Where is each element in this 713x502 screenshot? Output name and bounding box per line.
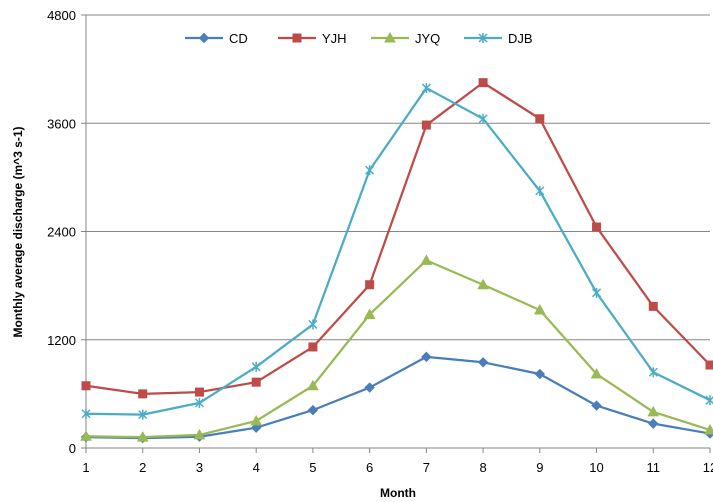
- y-tick-label: 2400: [47, 225, 76, 240]
- data-point-jyq: [307, 379, 319, 391]
- series-djb: [81, 83, 713, 420]
- data-point-djb: [705, 395, 713, 406]
- y-tick-label: 4800: [47, 8, 76, 23]
- data-point-yjh: [592, 222, 602, 232]
- data-point-cd: [534, 368, 546, 380]
- data-point-cd: [421, 351, 432, 363]
- legend-item-jyq: JYQ: [371, 31, 440, 46]
- data-point-djb: [535, 185, 545, 196]
- series-cd: [80, 351, 713, 444]
- legend-label-djb: DJB: [508, 31, 533, 46]
- data-point-yjh: [308, 342, 318, 352]
- data-point-jyq: [647, 405, 660, 417]
- data-point-djb: [194, 397, 204, 408]
- series-yjh: [81, 78, 713, 399]
- data-point-yjh: [138, 389, 148, 399]
- legend-label-yjh: YJH: [322, 31, 347, 46]
- legend-marker-jyq: [384, 31, 396, 43]
- x-axis-title: Month: [380, 486, 416, 500]
- axes: 01200240036004800123456789101112: [47, 8, 713, 475]
- legend-item-djb: DJB: [464, 31, 533, 46]
- data-point-djb: [81, 408, 91, 419]
- data-point-djb: [251, 361, 261, 372]
- data-point-cd: [591, 400, 602, 411]
- data-point-jyq: [80, 430, 92, 441]
- series-line-cd: [85, 355, 711, 440]
- data-point-cd: [364, 382, 375, 393]
- x-tick-label: 11: [647, 460, 661, 475]
- data-point-jyq: [363, 308, 376, 319]
- x-tick-label: 8: [479, 460, 486, 475]
- legend-item-yjh: YJH: [278, 31, 347, 46]
- x-tick-label: 12: [703, 460, 713, 475]
- legend-item-cd: CD: [185, 31, 248, 46]
- legend-marker-yjh: [292, 33, 302, 43]
- data-point-cd: [250, 422, 262, 433]
- x-tick-label: 1: [82, 460, 89, 475]
- x-tick-label: 10: [589, 460, 603, 475]
- legend-marker-cd: [198, 32, 210, 44]
- data-point-cd: [307, 404, 319, 416]
- y-tick-label: 0: [69, 441, 76, 456]
- data-point-jyq: [136, 431, 149, 442]
- data-point-yjh: [81, 381, 91, 391]
- data-point-jyq: [533, 303, 546, 315]
- series-line-jyq: [85, 259, 711, 439]
- data-point-yjh: [421, 120, 431, 130]
- data-point-jyq: [250, 414, 263, 426]
- data-point-djb: [592, 287, 602, 298]
- data-point-yjh: [365, 280, 375, 290]
- data-point-djb: [308, 319, 318, 330]
- data-point-cd: [648, 418, 659, 429]
- data-point-jyq: [193, 428, 206, 440]
- x-tick-label: 6: [366, 460, 373, 475]
- series-line-yjh: [85, 81, 711, 395]
- legend-label-jyq: JYQ: [415, 31, 440, 46]
- series-group: [80, 78, 713, 444]
- data-point-yjh: [478, 78, 488, 88]
- data-point-djb: [478, 113, 488, 124]
- y-tick-label: 1200: [47, 333, 76, 348]
- data-point-djb: [138, 409, 148, 420]
- x-tick-label: 5: [309, 460, 316, 475]
- x-tick-label: 3: [196, 460, 203, 475]
- legend: CD YJH JYQ DJB: [185, 31, 533, 46]
- x-tick-label: 2: [139, 460, 146, 475]
- x-tick-label: 4: [253, 460, 260, 475]
- legend-marker-djb: [478, 33, 488, 43]
- data-point-yjh: [648, 301, 658, 311]
- gridlines: [86, 14, 710, 341]
- data-point-yjh: [705, 360, 713, 370]
- data-point-jyq: [477, 278, 489, 290]
- data-point-yjh: [194, 387, 204, 397]
- data-point-djb: [648, 367, 658, 378]
- x-tick-label: 7: [423, 460, 430, 475]
- data-point-djb: [421, 83, 431, 94]
- series-jyq: [80, 254, 713, 442]
- y-axis-title: Monthly average discharge (m^3 s-1): [11, 126, 25, 337]
- legend-label-cd: CD: [229, 31, 248, 46]
- x-tick-label: 9: [536, 460, 543, 475]
- data-point-djb: [365, 165, 375, 176]
- series-line-djb: [85, 86, 711, 416]
- data-point-yjh: [251, 377, 261, 387]
- data-point-yjh: [535, 114, 545, 124]
- y-tick-label: 3600: [47, 116, 76, 131]
- data-point-cd: [477, 357, 489, 368]
- data-point-jyq: [420, 254, 433, 265]
- data-point-jyq: [590, 367, 603, 379]
